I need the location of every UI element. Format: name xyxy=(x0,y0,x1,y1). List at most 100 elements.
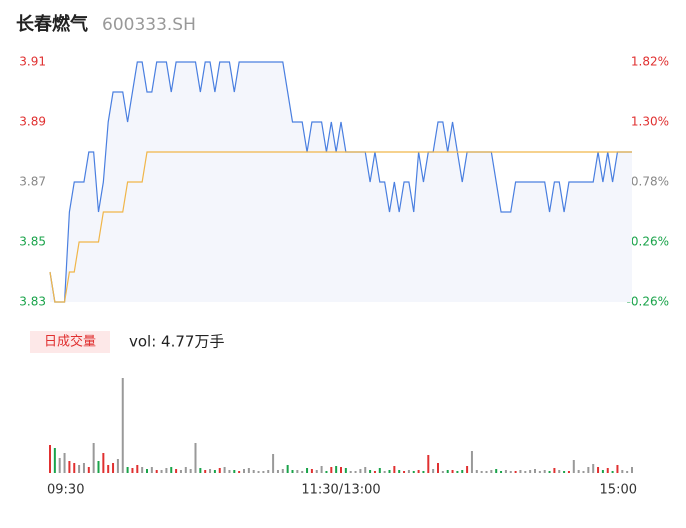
volume-bar xyxy=(621,470,624,473)
volume-bar xyxy=(243,469,245,473)
volume-bar xyxy=(310,469,313,473)
volume-bar xyxy=(155,470,158,473)
volume-bar xyxy=(73,463,76,473)
volume-bar xyxy=(97,461,100,473)
volume-bar xyxy=(354,471,357,473)
volume-bar xyxy=(524,471,527,473)
volume-bar xyxy=(92,443,95,473)
volume-bar xyxy=(417,470,420,473)
volume-bar xyxy=(228,470,231,473)
volume-bar xyxy=(189,469,192,473)
volume-bar xyxy=(349,471,352,473)
y2-tick-label: -0.26% xyxy=(627,295,669,309)
volume-bar xyxy=(233,470,236,473)
volume-bar xyxy=(335,466,338,473)
volume-bar xyxy=(82,463,85,473)
volume-bar xyxy=(330,467,333,473)
volume-total: vol: 4.77万手 xyxy=(129,333,224,351)
volume-bar xyxy=(451,470,454,473)
volume-bar xyxy=(500,471,503,473)
volume-bar xyxy=(509,471,512,473)
volume-bar xyxy=(281,469,284,473)
volume-bar xyxy=(286,465,289,473)
volume-bar xyxy=(558,470,561,473)
volume-bar xyxy=(325,471,328,473)
y2-tick-label: 1.82% xyxy=(631,55,669,69)
y2-tick-label: 0.26% xyxy=(631,235,669,249)
volume-bar xyxy=(262,471,265,473)
volume-bar xyxy=(301,471,304,473)
volume-bar xyxy=(272,454,275,473)
volume-bar xyxy=(267,470,270,473)
volume-bar xyxy=(538,471,541,473)
y-tick-label: 3.83 xyxy=(19,295,46,309)
volume-bar xyxy=(422,471,425,473)
price-area xyxy=(50,62,632,302)
volume-bar xyxy=(131,468,134,473)
volume-bar xyxy=(58,458,61,473)
volume-bar xyxy=(543,470,546,473)
volume-bar xyxy=(238,471,241,473)
volume-tag: 日成交量 xyxy=(44,334,96,350)
volume-bar xyxy=(480,471,483,473)
volume-bar xyxy=(514,471,517,473)
volume-bar xyxy=(369,470,372,473)
volume-bar xyxy=(446,470,449,473)
volume-bar xyxy=(112,463,115,473)
volume-bar xyxy=(170,467,173,473)
volume-bar xyxy=(461,470,464,473)
volume-bar xyxy=(383,471,386,473)
series-line xyxy=(49,61,632,303)
volume-bar xyxy=(407,470,410,473)
volume-bar xyxy=(53,448,56,473)
volume-bar xyxy=(68,461,71,473)
volume-bar xyxy=(49,445,51,473)
series-line xyxy=(49,151,632,303)
volume-bar xyxy=(427,455,430,473)
volume-bar xyxy=(213,470,216,473)
volume-bar xyxy=(194,443,197,473)
volume-bar xyxy=(592,464,595,473)
volume-bar xyxy=(141,467,144,473)
volume-bar xyxy=(165,468,168,473)
volume-bar xyxy=(218,468,221,473)
volume-bar xyxy=(121,378,124,473)
volume-bar xyxy=(504,470,507,473)
volume-bar xyxy=(582,471,585,473)
x-tick-label: 15:00 xyxy=(600,483,637,498)
volume-bar xyxy=(223,467,226,473)
x-tick-label: 11:30/13:00 xyxy=(301,483,380,498)
volume-bar xyxy=(577,470,580,473)
volume-bar xyxy=(87,467,90,473)
y2-tick-label: 1.30% xyxy=(631,115,669,129)
volume-bar xyxy=(432,469,435,473)
volume-bar xyxy=(276,470,279,473)
volume-bar xyxy=(179,470,182,473)
y-tick-label: 3.91 xyxy=(19,55,46,69)
volume-bar xyxy=(378,468,381,473)
volume-bar xyxy=(616,465,619,473)
volume-bar xyxy=(136,465,139,473)
volume-bar xyxy=(359,469,362,473)
volume-bar xyxy=(209,469,212,473)
volume-bar xyxy=(364,467,367,473)
volume-bar xyxy=(606,468,609,473)
volume-bar xyxy=(597,467,600,473)
chart-title: 长春燃气 xyxy=(16,13,88,35)
volume-bar xyxy=(495,469,498,473)
y-tick-label: 3.89 xyxy=(19,115,46,129)
volume-bar xyxy=(306,468,309,473)
volume-bar xyxy=(63,453,66,473)
volume-bar xyxy=(466,466,469,473)
volume-bar xyxy=(470,451,473,473)
volume-bar xyxy=(398,470,401,473)
volume-bar xyxy=(107,465,110,473)
volume-bar xyxy=(567,471,570,473)
volume-bar xyxy=(534,469,536,473)
volume-bar xyxy=(204,470,207,473)
volume-bar xyxy=(146,469,148,473)
volume-bar xyxy=(393,466,396,473)
y-tick-label: 3.87 xyxy=(19,175,46,189)
volume-bar xyxy=(150,467,153,473)
volume-bar xyxy=(373,471,376,473)
